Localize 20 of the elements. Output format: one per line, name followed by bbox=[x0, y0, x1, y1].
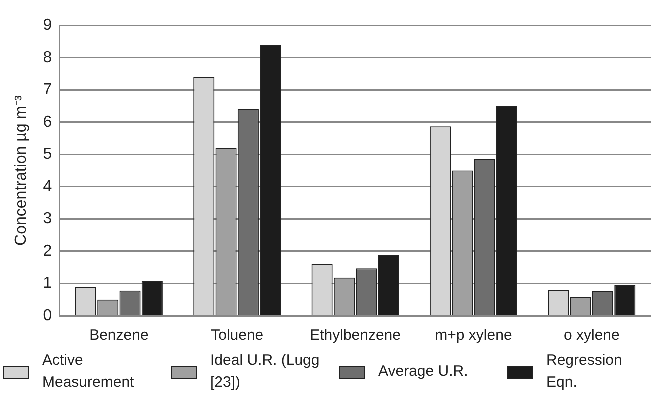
y-tick-label: 5 bbox=[43, 146, 52, 164]
y-tick-label: 0 bbox=[43, 307, 52, 324]
y-tick-label: 8 bbox=[43, 49, 52, 66]
legend-label: Ideal U.R. (Lugg [23]) bbox=[210, 351, 320, 393]
y-tick-label: 3 bbox=[43, 210, 52, 228]
y-tick-label: 6 bbox=[43, 114, 52, 131]
x-tick-label: o xylene bbox=[564, 327, 620, 344]
legend-label: Regression Eqn. bbox=[546, 351, 624, 393]
y-axis-title: Concentration µg m⁻³ bbox=[13, 94, 30, 246]
x-tick-label: Benzene bbox=[90, 327, 149, 344]
legend-label: Average U.R. bbox=[378, 362, 470, 382]
y-tick-label: 9 bbox=[43, 17, 52, 34]
legend-label: Active Measurement bbox=[42, 351, 136, 393]
x-tick-label: Ethylbenzene bbox=[310, 327, 401, 344]
x-tick-label: m+p xylene bbox=[435, 327, 512, 344]
y-tick-label: 2 bbox=[43, 242, 52, 260]
y-tick-label: 7 bbox=[43, 82, 52, 99]
y-tick-label: 1 bbox=[43, 275, 52, 292]
y-tick-label: 4 bbox=[43, 178, 52, 196]
x-tick-label: Toluene bbox=[211, 327, 264, 344]
